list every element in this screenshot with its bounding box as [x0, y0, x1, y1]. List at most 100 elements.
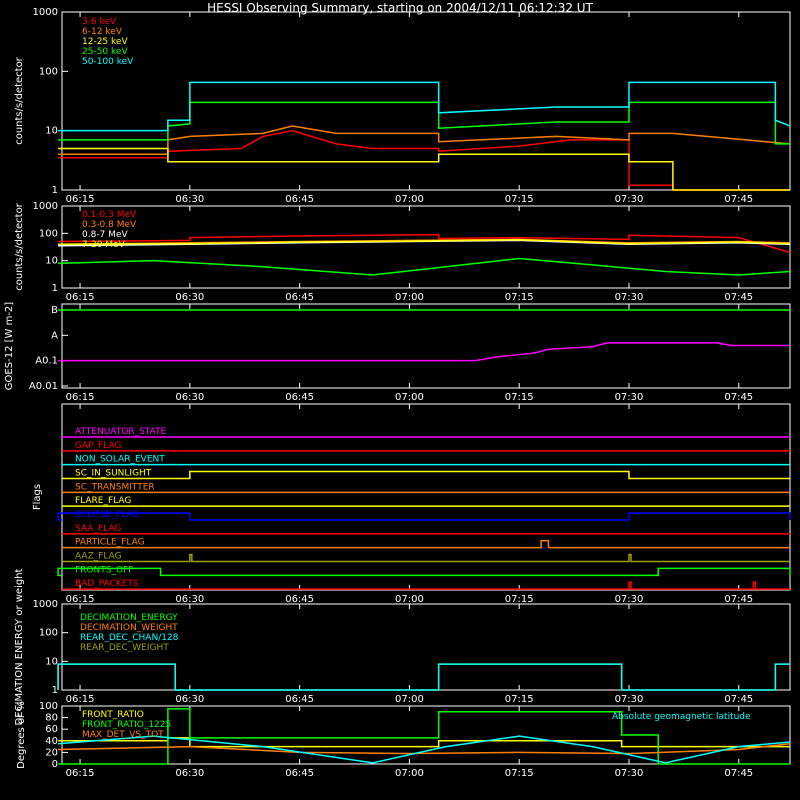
y-tick-label: 10 — [45, 256, 58, 267]
x-tick-label: 06:15 — [66, 694, 95, 705]
x-tick-label: 06:45 — [285, 292, 314, 303]
series-line — [58, 257, 791, 276]
x-tick-label: 07:00 — [395, 194, 424, 205]
legend-entry: REAR_DEC_WEIGHT — [80, 643, 169, 653]
flag-label: FRONTS_OFF — [75, 565, 133, 575]
y-tick-label: 10 — [45, 656, 58, 667]
flag-label: ATTENUATOR_STATE — [75, 427, 167, 437]
y-tick-label: A0.1 — [35, 356, 58, 367]
y-tick-label: 1000 — [33, 599, 58, 610]
series-line — [58, 233, 791, 254]
x-tick-label: 06:30 — [175, 768, 204, 779]
x-tick-label: 07:45 — [724, 694, 753, 705]
flag-line — [62, 539, 790, 549]
legend-entry: 0.1-0.3 MeV — [82, 210, 137, 220]
y-tick-label: 1000 — [33, 7, 58, 18]
x-tick-label: 06:45 — [285, 694, 314, 705]
legend-entry: 6-12 keV — [82, 27, 123, 37]
y-axis-label: counts/s/detector — [14, 202, 25, 290]
legend-entry: 0.8-7 MeV — [82, 230, 128, 240]
y-tick-label: 1 — [52, 685, 58, 696]
x-tick-label: 07:15 — [505, 194, 534, 205]
x-tick-label: 07:00 — [395, 392, 424, 403]
x-tick-label: 07:15 — [505, 292, 534, 303]
x-tick-label: 07:15 — [505, 768, 534, 779]
x-tick-label: 07:00 — [395, 694, 424, 705]
series-line — [58, 708, 790, 765]
flag-label: FLARE_FLAG — [75, 496, 131, 506]
series-line — [58, 239, 791, 245]
x-tick-label: 06:45 — [285, 768, 314, 779]
y-tick-label: B — [51, 305, 58, 316]
series-line — [58, 125, 791, 156]
flag-line — [57, 567, 791, 577]
legend-entry: 50-100 keV — [82, 57, 134, 67]
x-tick-label: 07:00 — [395, 292, 424, 303]
flag-label: NON_SOLAR_EVENT — [75, 455, 165, 465]
flag-label: SAA_FLAG — [75, 524, 121, 534]
y-tick-label: 80 — [45, 713, 58, 724]
series-line — [58, 735, 791, 764]
legend-entry: 7-20 MeV — [82, 240, 126, 250]
series-line — [57, 663, 790, 691]
legend-entry: FRONT_RATIO_1225 — [82, 720, 171, 730]
legend-entry: 25-50 keV — [82, 47, 128, 57]
x-tick-label: 07:30 — [615, 392, 644, 403]
x-tick-label: 06:30 — [175, 392, 204, 403]
x-tick-label: 07:45 — [724, 292, 753, 303]
legend-entry: DECIMATION_ENERGY — [80, 613, 178, 623]
x-tick-label: 06:45 — [285, 194, 314, 205]
x-tick-label: 06:45 — [285, 392, 314, 403]
flag-line — [62, 470, 790, 480]
x-tick-label: 07:45 — [724, 194, 753, 205]
x-tick-label: 07:30 — [615, 768, 644, 779]
x-tick-label: 07:45 — [724, 768, 753, 779]
x-tick-label: 06:30 — [175, 292, 204, 303]
panel-frame — [61, 705, 791, 765]
x-tick-label: 06:30 — [175, 694, 204, 705]
flag-label: SC_TRANSMITTER — [75, 482, 155, 492]
x-tick-label: 06:15 — [66, 292, 95, 303]
flag-label: PARTICLE_FLAG — [75, 538, 145, 548]
flag-label: AAZ_FLAG — [75, 552, 122, 562]
y-axis-label: counts/s/detector — [14, 56, 25, 144]
panel-frame — [61, 403, 791, 591]
x-tick-label: 06:45 — [285, 594, 314, 605]
flag-line — [62, 553, 790, 563]
y-tick-label: A0.01 — [29, 381, 58, 392]
legend-entry: 0.3-0.8 MeV — [82, 220, 137, 230]
panel-frame — [61, 11, 791, 191]
series-line — [58, 81, 791, 132]
x-tick-label: 07:15 — [505, 594, 534, 605]
y-axis-label: DECIMATION ENERGY or weight — [14, 568, 25, 725]
series-line — [58, 129, 790, 191]
x-tick-label: 07:15 — [505, 694, 534, 705]
y-tick-label: A — [51, 330, 58, 341]
legend-entry: DECIMATION_WEIGHT — [80, 623, 178, 633]
x-tick-label: 06:30 — [175, 194, 204, 205]
y-tick-label: 100 — [39, 628, 58, 639]
y-axis-label: GOES-12 [W m-2] — [4, 302, 15, 390]
y-tick-label: 60 — [45, 724, 58, 735]
legend-entry: REAR_DEC_CHAN/128 — [80, 633, 179, 643]
flag-label: SC_IN_SUNLIGHT — [75, 469, 152, 479]
x-tick-label: 06:15 — [66, 768, 95, 779]
x-tick-label: 07:15 — [505, 392, 534, 403]
x-tick-label: 06:30 — [175, 594, 204, 605]
flag-label: BAD_PACKETS — [75, 579, 139, 589]
y-axis-label: Flags — [32, 484, 43, 510]
x-tick-label: 07:30 — [615, 194, 644, 205]
x-tick-label: 07:45 — [724, 392, 753, 403]
y-tick-label: 0 — [52, 759, 58, 770]
flag-line — [57, 512, 791, 521]
flag-label: ECLIPSE_FLAG — [75, 510, 139, 520]
y-tick-label: 1 — [52, 185, 58, 196]
series-line — [57, 663, 790, 691]
legend-entry: FRONT_RATIO — [82, 710, 144, 720]
panel-frame — [61, 205, 791, 289]
y-tick-label: 1 — [52, 283, 58, 294]
y-tick-label: 40 — [45, 736, 58, 747]
legend-entry: 12-25 keV — [82, 37, 128, 47]
chart-title: HESSI Observing Summary, starting on 200… — [207, 1, 593, 15]
